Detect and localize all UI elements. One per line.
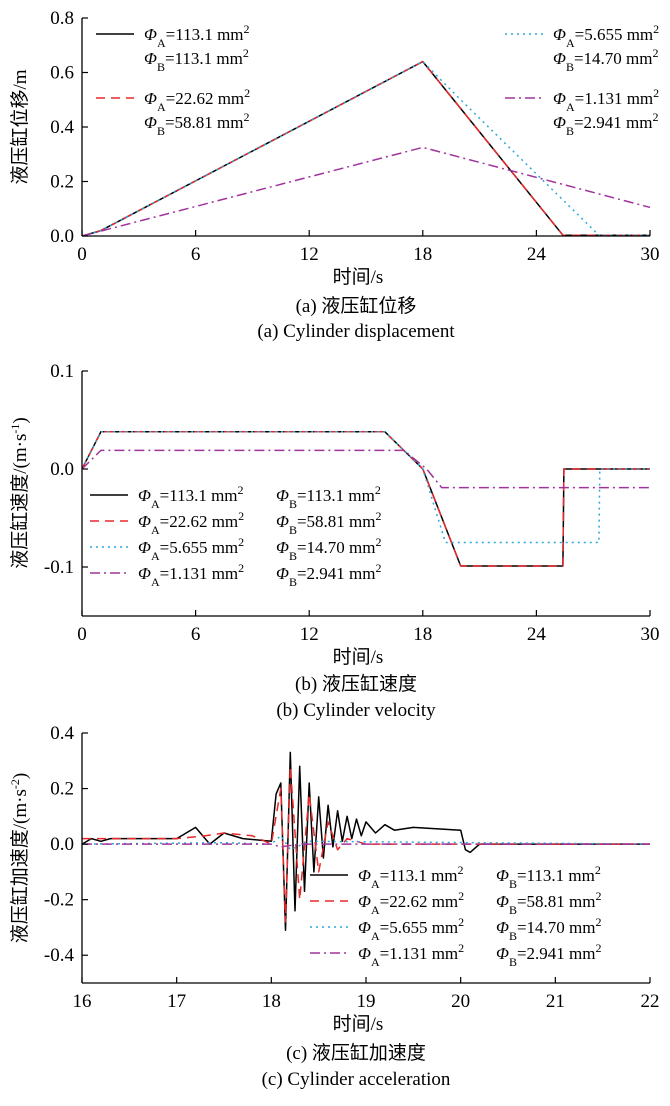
series-line-4 [82,146,650,236]
legend-label-a: ΦA=113.1 mm2 [144,22,250,50]
legend-label-b: ΦB=2.941 mm2 [496,941,602,969]
legend-label-b: ΦB=2.941 mm2 [553,110,659,138]
chart-panel-c: 16 17 18 19 20 21 22 -0.4 -0.2 0.0 0.2 0.4 时间/s 液压缸加速… [8,723,660,1090]
x-axis-label: 时间/s [333,646,384,668]
caption-cn: (c) 液压缸加速度 [286,1042,426,1064]
caption-en: (a) Cylinder displacement [257,321,455,342]
series-line-1 [82,60,650,236]
legend-label-b: ΦB=58.81 mm2 [496,889,602,917]
x-tick-label: 18 [262,991,281,1012]
y-tick-label: 0.0 [50,834,74,855]
x-tick-label: 18 [413,244,432,265]
legend-label-b: ΦB=58.81 mm2 [276,509,382,537]
y-axis-label: 液压缸加速度/(m·s-2) [8,773,31,943]
x-tick-label: 17 [167,991,186,1012]
legend: ΦA=113.1 mm2 ΦB=113.1 mm2 ΦA=22.62 mm2 ΦB=5… [90,483,382,589]
series-line-2 [82,60,650,236]
caption-en: (b) Cylinder velocity [276,700,436,721]
series-line-3 [82,60,650,236]
legend-label-a: ΦA=22.62 mm2 [358,889,464,917]
legend-label-b: ΦB=14.70 mm2 [496,915,602,943]
y-tick-label: -0.2 [44,890,74,911]
legend-label-b: ΦB=113.1 mm2 [496,863,601,891]
legend-label-a: ΦA=1.131 mm2 [138,561,244,589]
x-tick-label: 6 [191,624,201,645]
x-axis-label: 时间/s [333,266,384,288]
caption-cn: (a) 液压缸位移 [296,295,417,317]
legend-label-b: ΦB=58.81 mm2 [144,110,250,138]
series-line-4 [82,449,650,489]
chart-panel-a: 0 6 12 18 24 30 0.0 0.2 0.4 0.6 0.8 时间/s 液压缸位移/m (a) … [9,8,660,342]
y-tick-label: 0.0 [50,459,74,480]
y-axis-label: 液压缸速度/(m·s-1) [8,417,31,568]
series-line-2 [82,765,650,923]
legend-label-a: ΦA=5.655 mm2 [553,22,659,50]
legend-label-b: ΦB=14.70 mm2 [553,46,659,74]
x-tick-label: 12 [300,244,319,265]
x-tick-label: 6 [191,244,201,265]
x-tick-label: 21 [546,991,565,1012]
legend-label-a: ΦA=5.655 mm2 [138,535,244,563]
x-tick-label: 24 [527,624,547,645]
y-tick-label: -0.4 [44,945,75,966]
legend-label-a: ΦA=1.131 mm2 [358,941,464,969]
legend-label-a: ΦA=22.62 mm2 [144,86,250,114]
legend-label-a: ΦA=22.62 mm2 [138,509,244,537]
x-tick-label: 12 [300,624,319,645]
caption-cn: (b) 液压缸速度 [295,673,417,695]
x-tick-label: 24 [527,244,547,265]
x-tick-label: 30 [641,624,660,645]
x-tick-label: 18 [413,624,432,645]
y-tick-label: 0.1 [50,361,74,382]
y-tick-label: -0.1 [44,557,74,578]
x-tick-label: 0 [77,624,87,645]
x-tick-label: 16 [73,991,92,1012]
legend-label-b: ΦB=14.70 mm2 [276,535,382,563]
legend-label-a: ΦA=113.1 mm2 [138,483,244,511]
y-tick-label: 0.6 [50,63,74,84]
legend-label-b: ΦB=113.1 mm2 [144,46,249,74]
legend: ΦA=113.1 mm2 ΦB=113.1 mm2 ΦA=22.62 mm2 ΦB=5… [310,863,602,969]
y-tick-label: 0.8 [50,8,74,29]
x-tick-label: 0 [77,244,87,265]
x-tick-label: 30 [641,244,660,265]
caption-en: (c) Cylinder acceleration [262,1069,451,1090]
legend-label-a: ΦA=113.1 mm2 [358,863,464,891]
x-axis-label: 时间/s [333,1013,384,1035]
legend-label-b: ΦB=113.1 mm2 [276,483,381,511]
x-tick-label: 22 [641,991,660,1012]
y-axis-label: 液压缸位移/m [9,69,31,184]
series-line-4 [82,843,650,848]
x-tick-label: 19 [357,991,376,1012]
y-tick-label: 0.2 [50,779,74,800]
y-tick-label: 0.2 [50,172,74,193]
series-line-1 [82,751,650,931]
legend-label-a: ΦA=1.131 mm2 [553,86,659,114]
series-line-2 [82,431,650,567]
chart-panel-b: 0 6 12 18 24 30 -0.1 0.0 0.1 时间/s 液压缸速度/(m·s-1) (b)… [8,361,660,721]
y-tick-label: 0.4 [50,723,74,744]
y-tick-label: 0.4 [50,117,74,138]
y-tick-label: 0.0 [50,226,74,247]
legend-label-b: ΦB=2.941 mm2 [276,561,382,589]
x-tick-label: 20 [451,991,470,1012]
legend-label-a: ΦA=5.655 mm2 [358,915,464,943]
